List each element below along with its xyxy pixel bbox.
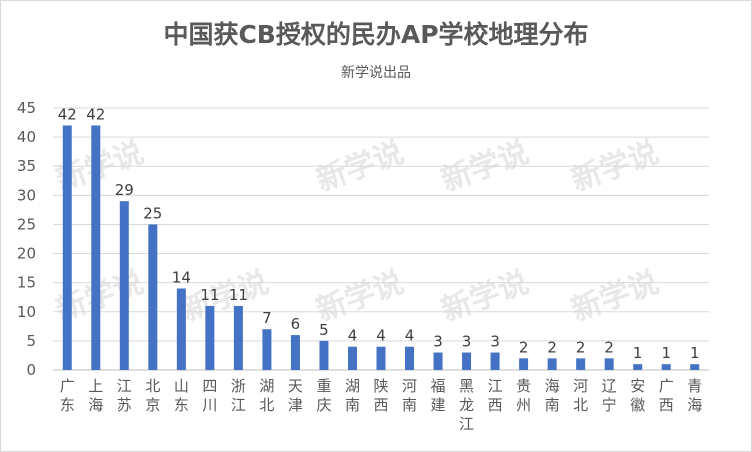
- bar: [633, 364, 643, 370]
- bar: [91, 125, 101, 370]
- chart-subtitle: 新学说出品: [341, 65, 411, 81]
- data-label: 3: [490, 333, 500, 351]
- bar: [376, 346, 386, 370]
- bar: [205, 305, 215, 370]
- bar: [690, 364, 700, 370]
- bar: [576, 358, 586, 370]
- watermarks: 新学说新学说新学说新学说新学说新学说新学说新学说新学说: [52, 135, 664, 329]
- watermark-text: 新学说: [312, 265, 409, 329]
- x-tick-label: 青海: [687, 377, 702, 414]
- x-tick-label: 浙江: [231, 377, 246, 414]
- data-label: 6: [291, 315, 301, 333]
- data-label: 4: [405, 327, 415, 345]
- y-tick-label: 25: [17, 215, 36, 233]
- data-label: 4: [348, 327, 358, 345]
- data-label: 29: [115, 181, 134, 199]
- watermark-text: 新学说: [177, 265, 274, 329]
- data-label: 2: [519, 338, 529, 356]
- data-label: 11: [229, 286, 248, 304]
- bar: [547, 358, 557, 370]
- data-label: 1: [633, 344, 643, 362]
- y-tick-label: 0: [26, 361, 36, 379]
- data-label: 3: [462, 333, 472, 351]
- bars: [62, 125, 700, 370]
- x-tick-label: 山东: [174, 377, 189, 414]
- y-tick-label: 5: [26, 332, 36, 350]
- x-tick-label: 重庆: [316, 377, 331, 414]
- bar: [62, 125, 72, 370]
- bar: [519, 358, 529, 370]
- data-label: 4: [376, 327, 386, 345]
- data-label: 42: [86, 105, 105, 123]
- data-label: 1: [690, 344, 700, 362]
- y-tick-label: 30: [17, 186, 36, 204]
- bar: [347, 346, 357, 370]
- bar: [433, 352, 443, 370]
- data-label: 42: [58, 105, 77, 123]
- x-tick-label: 广西: [659, 377, 674, 414]
- data-label: 7: [262, 309, 272, 327]
- bar: [604, 358, 614, 370]
- data-label: 1: [661, 344, 671, 362]
- x-tick-label: 陕西: [373, 377, 388, 414]
- x-tick-label: 北京: [145, 377, 160, 414]
- x-tick-label: 河北: [573, 377, 588, 414]
- x-tick-label: 湖北: [259, 377, 274, 414]
- x-axis: 广东上海江苏北京山东四川浙江湖北天津重庆湖南陕西河南福建黑龙江江西贵州海南河北辽…: [60, 377, 702, 433]
- x-tick-label: 河南: [402, 377, 417, 414]
- watermark-text: 新学说: [567, 265, 664, 329]
- x-tick-label: 江西: [488, 377, 503, 414]
- x-tick-label: 安徽: [630, 377, 645, 414]
- data-label: 11: [200, 286, 219, 304]
- bar: [462, 352, 472, 370]
- data-label: 2: [547, 338, 557, 356]
- bar: [262, 329, 272, 370]
- x-tick-label: 海南: [545, 377, 560, 414]
- y-tick-label: 35: [17, 157, 36, 175]
- bar: [319, 340, 329, 370]
- y-tick-label: 15: [17, 274, 36, 292]
- y-tick-label: 45: [17, 99, 36, 117]
- bar: [290, 335, 300, 370]
- data-label: 3: [433, 333, 443, 351]
- y-axis: 0 5 10 15 20 25 30 35 40 45: [17, 99, 36, 379]
- bar: [119, 201, 129, 370]
- x-tick-label: 四川: [202, 377, 217, 414]
- x-tick-label: 黑龙江: [459, 377, 474, 433]
- x-tick-label: 上海: [88, 377, 103, 414]
- bar: [661, 364, 671, 370]
- x-tick-label: 贵州: [516, 377, 531, 414]
- chart-title: 中国获CB授权的民办AP学校地理分布: [163, 20, 589, 49]
- data-label: 2: [604, 338, 614, 356]
- data-label: 25: [143, 204, 162, 222]
- x-tick-label: 江苏: [117, 377, 132, 414]
- bar: [233, 305, 243, 370]
- bar: [490, 352, 500, 370]
- data-label: 14: [172, 268, 191, 286]
- y-tick-label: 10: [17, 303, 36, 321]
- y-tick-label: 20: [17, 245, 36, 263]
- bar: [148, 224, 158, 370]
- x-tick-label: 广东: [60, 377, 75, 414]
- y-tick-label: 40: [17, 128, 36, 146]
- bar: [405, 346, 415, 370]
- data-label: 5: [319, 321, 329, 339]
- x-tick-label: 天津: [288, 377, 303, 414]
- bar: [176, 288, 186, 370]
- x-tick-label: 福建: [431, 377, 446, 414]
- x-tick-label: 辽宁: [602, 377, 617, 414]
- data-label: 2: [576, 338, 586, 356]
- x-tick-label: 湖南: [345, 377, 360, 414]
- watermark-text: 新学说: [437, 265, 534, 329]
